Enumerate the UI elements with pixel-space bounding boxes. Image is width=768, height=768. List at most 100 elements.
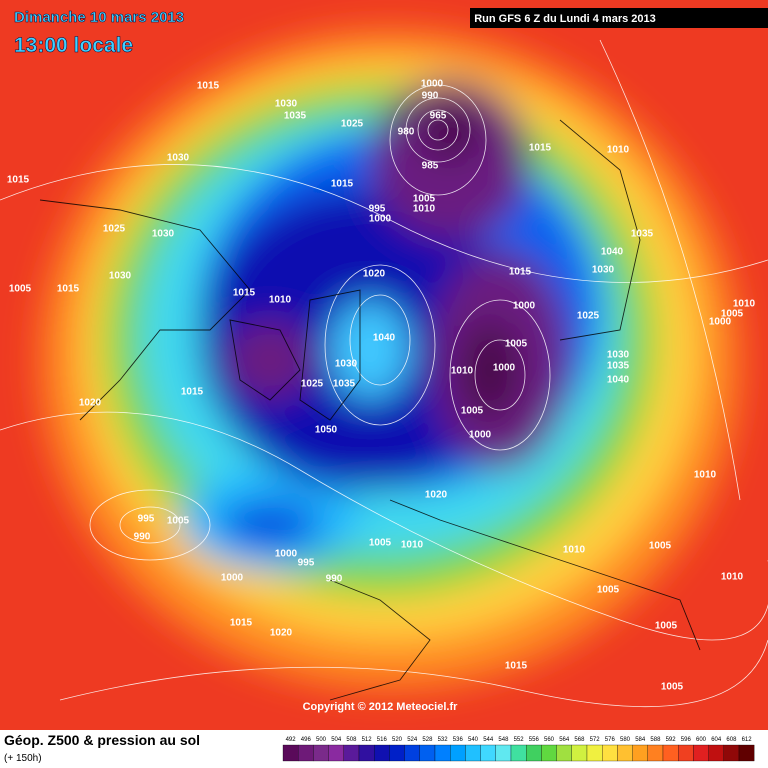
color-scale: 492 496 500 504 508 512 516 520 524 528 532 536 540 5… [282, 737, 755, 762]
scale-swatch [678, 744, 694, 762]
scale-label: 520 [392, 737, 403, 743]
scale-label: 532 [438, 737, 449, 743]
isobar-label: 1010 [563, 545, 586, 556]
scale-label: 548 [498, 737, 509, 743]
isobar-label: 990 [422, 91, 439, 102]
scale-label: 604 [711, 737, 722, 743]
scale-swatch [419, 744, 436, 762]
scale-label: 528 [422, 737, 433, 743]
scale-label: 580 [620, 737, 631, 743]
scale-swatch [602, 744, 618, 762]
scale-label: 588 [650, 737, 661, 743]
scale-swatch [738, 744, 755, 762]
scale-label: 536 [453, 737, 464, 743]
scale-label: 576 [605, 737, 616, 743]
isobar-label: 1000 [221, 573, 244, 584]
scale-label: 556 [529, 737, 540, 743]
isobar-label: 1000 [709, 317, 732, 328]
scale-swatch [662, 744, 679, 762]
isobar-label: 1005 [461, 406, 484, 417]
scale-swatch [571, 744, 588, 762]
isobar-label: 1005 [597, 585, 620, 596]
isobar-label: 1000 [369, 214, 392, 225]
scale-label: 572 [590, 737, 601, 743]
scale-swatch [495, 744, 512, 762]
isobar-label: 1000 [275, 549, 298, 560]
isobar-label: 1005 [649, 541, 672, 552]
scale-label: 560 [544, 737, 555, 743]
isobar-label: 1030 [592, 265, 615, 276]
scale-label: 592 [666, 737, 677, 743]
isobar-label: 1010 [269, 295, 292, 306]
scale-label: 584 [635, 737, 646, 743]
scale-label: 552 [514, 737, 525, 743]
run-box [470, 8, 768, 28]
isobar-label: 1015 [57, 284, 80, 295]
isobar-label: 1040 [373, 333, 396, 344]
scale-swatch [647, 744, 664, 762]
isobar-label: 1050 [315, 425, 338, 436]
isobar-label: 1025 [103, 224, 126, 235]
isobar-label: 1020 [425, 490, 448, 501]
isobar-label: 980 [398, 127, 415, 138]
isobar-label: 1015 [230, 618, 253, 629]
isobar-label: 1020 [363, 269, 386, 280]
scale-swatch [374, 744, 390, 762]
scale-swatch [693, 744, 709, 762]
scale-swatch [617, 744, 633, 762]
isobar-label: 990 [134, 532, 151, 543]
isobar-label: 1015 [233, 288, 256, 299]
footer-title: Géop. Z500 & pression au sol [4, 732, 200, 748]
scale-label: 512 [362, 737, 373, 743]
scale-label: 500 [316, 737, 327, 743]
run-label: Run GFS 6 Z du Lundi 4 mars 2013 [474, 13, 656, 25]
isobar-label: 1000 [421, 79, 444, 90]
isobar-label: 1005 [167, 516, 190, 527]
scale-swatch [541, 744, 557, 762]
scale-swatch [586, 744, 603, 762]
isobar-label: 1030 [152, 229, 175, 240]
isobar-label: 1030 [607, 350, 630, 361]
scale-label: 508 [346, 737, 357, 743]
scale-swatch [526, 744, 542, 762]
scale-label: 564 [559, 737, 570, 743]
scale-swatch [343, 744, 360, 762]
footer-subtitle: (+ 150h) [4, 753, 42, 764]
isobar-label: 995 [369, 204, 386, 215]
scale-label: 516 [377, 737, 388, 743]
isobar-label: 965 [430, 111, 447, 122]
isobar-label: 1005 [369, 538, 392, 549]
isobar-label: 1005 [505, 339, 528, 350]
isobar-label: 1015 [7, 175, 30, 186]
scale-swatch [328, 744, 344, 762]
isobar-label: 1010 [401, 540, 424, 551]
scale-label: 492 [286, 737, 297, 743]
isobar-label: 995 [138, 514, 155, 525]
isobar-label: 1035 [631, 229, 654, 240]
scale-label: 600 [696, 737, 707, 743]
isobar-label: 1015 [509, 267, 532, 278]
isobar-label: 995 [298, 558, 315, 569]
map-date: Dimanche 10 mars 2013 [14, 9, 184, 26]
isobar-label: 1015 [331, 179, 354, 190]
isobar-label: 1005 [413, 194, 436, 205]
isobar-label: 1005 [655, 621, 678, 632]
isobar-label: 1015 [197, 81, 220, 92]
scale-label: 596 [681, 737, 692, 743]
scale-swatch [556, 744, 572, 762]
isobar-label: 1015 [505, 661, 528, 672]
isobar-label: 1030 [335, 359, 358, 370]
scale-label: 540 [468, 737, 479, 743]
scale-swatch [723, 744, 740, 762]
scale-swatch [358, 744, 375, 762]
isobar-label: 1035 [607, 361, 630, 372]
scale-label: 608 [726, 737, 737, 743]
isobar-label: 1005 [9, 284, 32, 295]
scale-label: 612 [742, 737, 753, 743]
isobar-label: 1040 [607, 375, 630, 386]
scale-label: 504 [331, 737, 342, 743]
isobar-label: 1010 [721, 572, 744, 583]
geopotential-field [0, 0, 768, 730]
